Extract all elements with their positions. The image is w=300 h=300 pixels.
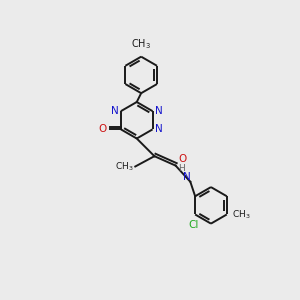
Text: CH$_3$: CH$_3$ <box>232 208 251 221</box>
Text: Cl: Cl <box>188 220 199 230</box>
Text: H: H <box>178 164 185 173</box>
Text: N: N <box>183 172 190 182</box>
Text: CH$_3$: CH$_3$ <box>115 161 134 173</box>
Text: CH$_3$: CH$_3$ <box>131 38 151 51</box>
Text: N: N <box>154 124 162 134</box>
Text: N: N <box>111 106 119 116</box>
Text: O: O <box>178 154 186 164</box>
Text: O: O <box>98 124 106 134</box>
Text: N: N <box>154 106 162 116</box>
